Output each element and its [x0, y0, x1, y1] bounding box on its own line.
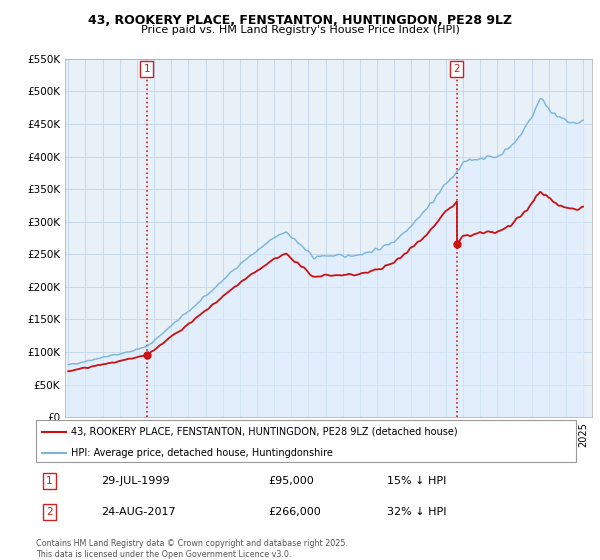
- Text: 43, ROOKERY PLACE, FENSTANTON, HUNTINGDON, PE28 9LZ (detached house): 43, ROOKERY PLACE, FENSTANTON, HUNTINGDO…: [71, 427, 458, 437]
- Text: 15% ↓ HPI: 15% ↓ HPI: [387, 476, 446, 486]
- Text: 24-AUG-2017: 24-AUG-2017: [101, 507, 175, 517]
- Text: 29-JUL-1999: 29-JUL-1999: [101, 476, 169, 486]
- Text: £95,000: £95,000: [268, 476, 314, 486]
- Text: 43, ROOKERY PLACE, FENSTANTON, HUNTINGDON, PE28 9LZ: 43, ROOKERY PLACE, FENSTANTON, HUNTINGDO…: [88, 14, 512, 27]
- Text: 2: 2: [46, 507, 53, 517]
- Text: HPI: Average price, detached house, Huntingdonshire: HPI: Average price, detached house, Hunt…: [71, 448, 333, 458]
- Text: 32% ↓ HPI: 32% ↓ HPI: [387, 507, 446, 517]
- Text: 2: 2: [454, 64, 460, 74]
- Text: 1: 1: [143, 64, 150, 74]
- Text: 1: 1: [46, 476, 53, 486]
- Text: £266,000: £266,000: [268, 507, 321, 517]
- Text: Price paid vs. HM Land Registry's House Price Index (HPI): Price paid vs. HM Land Registry's House …: [140, 25, 460, 35]
- Text: Contains HM Land Registry data © Crown copyright and database right 2025.
This d: Contains HM Land Registry data © Crown c…: [36, 539, 348, 559]
